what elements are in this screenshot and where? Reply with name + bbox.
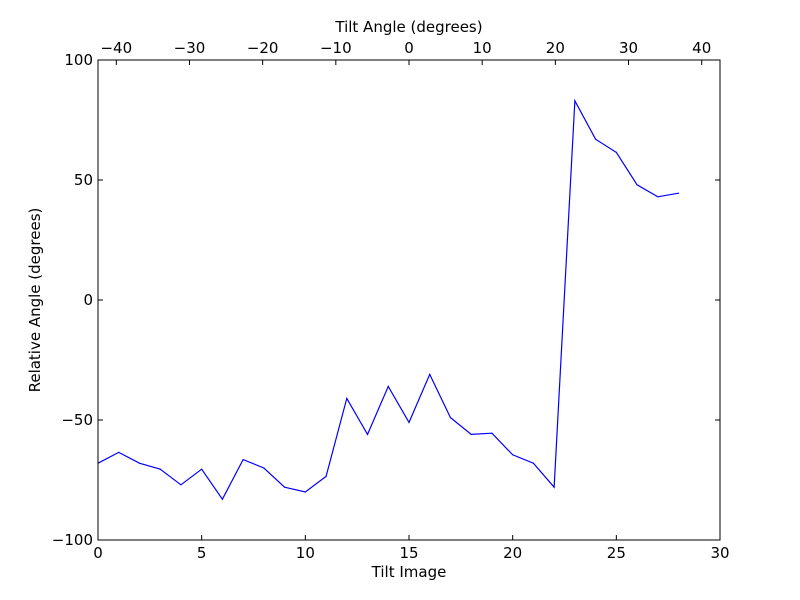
plot-area <box>97 98 680 501</box>
top-x-tick-label: −40 <box>100 39 132 57</box>
data-point <box>346 397 348 399</box>
top-x-tick-label: 0 <box>404 39 414 57</box>
series-line-0 <box>97 98 679 501</box>
data-point <box>470 433 472 435</box>
data-point <box>118 451 120 453</box>
data-point <box>532 462 535 464</box>
x-tick-label: 30 <box>710 544 729 562</box>
top-x-tick-label: −20 <box>247 39 279 57</box>
top-x-tick-label: −30 <box>174 39 206 57</box>
data-point <box>574 100 576 102</box>
data-point <box>387 385 389 387</box>
top-x-tick-label: 30 <box>619 39 638 57</box>
y-axis-title: Relative Angle (degrees) <box>26 208 44 393</box>
top-x-tick-label: 20 <box>546 39 565 57</box>
x-tick-label: 5 <box>197 544 207 562</box>
data-point <box>657 196 659 198</box>
x-tick-label: 0 <box>93 544 103 562</box>
axes: 0 5 10 15 20 25 30−40 −30 −20 −10 0 10 20 30 40−100−50… <box>52 39 730 562</box>
x-tick-label: 25 <box>607 544 626 562</box>
data-point <box>201 468 203 470</box>
data-point <box>429 373 431 375</box>
plot-frame <box>97 59 721 541</box>
data-point <box>615 151 617 153</box>
data-point <box>304 491 306 493</box>
y-tick-label: −100 <box>52 531 93 549</box>
top-x-tick-label: 10 <box>473 39 492 57</box>
data-point <box>408 421 410 423</box>
data-point <box>491 432 493 434</box>
data-point <box>595 138 597 140</box>
x-tick-label: 10 <box>296 544 315 562</box>
data-point <box>449 417 452 419</box>
top-x-tick-label: 40 <box>692 39 711 57</box>
data-point <box>366 433 369 435</box>
data-point <box>138 462 141 464</box>
data-point <box>512 454 514 456</box>
top-x-axis-title: Tilt Angle (degrees) <box>334 18 482 36</box>
x-tick-label: 15 <box>399 544 418 562</box>
data-point <box>325 475 327 477</box>
y-tick-label: 50 <box>74 171 93 189</box>
y-tick-label: −50 <box>61 411 93 429</box>
data-point <box>284 486 286 488</box>
data-point <box>553 486 555 488</box>
data-point <box>677 192 680 194</box>
x-axis-title: Tilt Image <box>371 563 447 581</box>
data-point <box>180 484 182 486</box>
data-point <box>221 498 223 500</box>
data-point <box>263 467 265 469</box>
y-tick-label: 0 <box>83 291 93 309</box>
data-point <box>636 184 638 186</box>
top-x-tick-label: −10 <box>320 39 352 57</box>
x-tick-label: 20 <box>503 544 522 562</box>
data-point <box>242 459 244 461</box>
data-point <box>159 468 161 470</box>
y-tick-label: 100 <box>64 51 93 69</box>
